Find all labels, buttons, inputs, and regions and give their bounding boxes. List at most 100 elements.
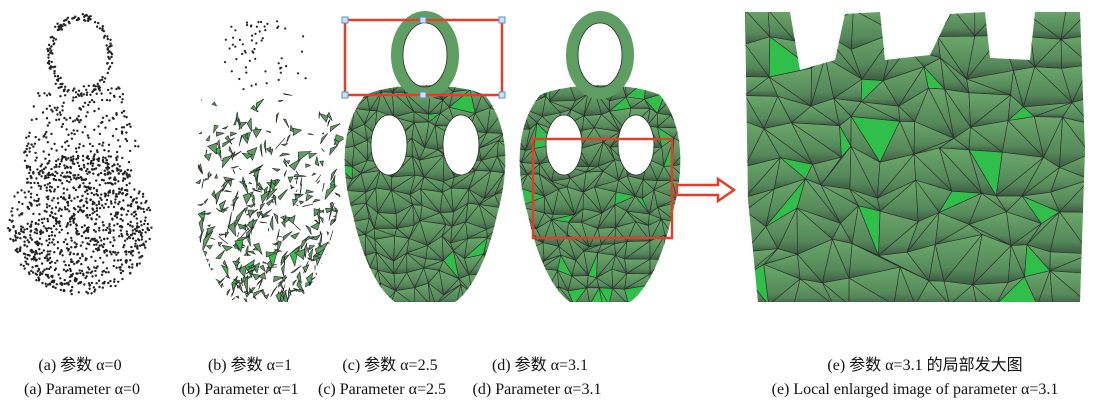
point [46, 186, 48, 188]
point [72, 120, 74, 122]
point [13, 195, 15, 197]
point [91, 192, 93, 194]
point [53, 243, 55, 245]
mesh-triangle [199, 132, 202, 133]
point [89, 284, 91, 286]
point [130, 196, 132, 198]
point [109, 280, 111, 282]
caption-en: (d) Parameter α=3.1 [473, 381, 602, 398]
point [59, 83, 61, 85]
point [30, 223, 32, 225]
point [95, 218, 97, 220]
point [224, 61, 226, 63]
mesh-triangle [287, 294, 289, 302]
mesh-triangle [510, 253, 530, 271]
mesh-triangle [795, 10, 822, 41]
point [29, 234, 31, 236]
point [121, 157, 123, 159]
point [121, 278, 123, 280]
point [70, 156, 72, 158]
point [64, 279, 66, 281]
point [82, 145, 84, 147]
point [234, 46, 236, 48]
point [121, 235, 123, 237]
mesh-triangle [245, 208, 248, 213]
point [79, 209, 81, 211]
mesh-triangle [307, 248, 309, 253]
point [126, 234, 128, 236]
point [77, 174, 79, 176]
point [82, 241, 84, 243]
point [69, 176, 71, 178]
point [76, 130, 78, 132]
point [136, 246, 138, 248]
point [33, 199, 35, 201]
mesh-triangle [216, 190, 222, 205]
point [93, 211, 95, 213]
point [67, 145, 69, 147]
point [139, 262, 141, 264]
point [35, 136, 37, 138]
point [116, 223, 118, 225]
mesh-triangle [484, 254, 503, 274]
point [118, 266, 120, 268]
point [302, 35, 304, 37]
point [114, 182, 116, 184]
point [58, 118, 60, 120]
point [86, 14, 88, 16]
point [47, 176, 49, 178]
point [93, 129, 95, 131]
point [254, 33, 256, 35]
point [47, 183, 49, 185]
point [93, 187, 95, 189]
mesh-triangle [671, 94, 690, 116]
point [251, 39, 253, 41]
mesh-triangle [232, 292, 234, 297]
mesh-triangle [239, 168, 241, 170]
point [23, 241, 25, 243]
point [83, 231, 85, 233]
mesh-triangle [306, 194, 313, 201]
point [51, 234, 53, 236]
point [26, 178, 28, 180]
mesh-triangle [293, 128, 301, 135]
caption-en: (c) Parameter α=2.5 [318, 381, 446, 398]
mesh-triangle [679, 128, 690, 147]
point [70, 246, 72, 248]
point [138, 206, 140, 208]
point [136, 264, 138, 266]
mesh-triangle [234, 118, 237, 125]
point [57, 158, 59, 160]
mesh-triangle [296, 190, 297, 192]
point [73, 207, 75, 209]
point [88, 171, 90, 173]
point [44, 257, 46, 259]
point [48, 44, 50, 46]
point [103, 243, 105, 245]
point [19, 237, 21, 239]
point [64, 149, 66, 151]
mesh-triangle [294, 174, 306, 176]
mesh-triangle [197, 239, 199, 245]
point [104, 192, 106, 194]
point [70, 167, 72, 169]
point [47, 173, 49, 175]
mesh-triangle [326, 254, 330, 258]
point [53, 70, 55, 72]
point [102, 229, 104, 231]
point [46, 206, 48, 208]
point [41, 282, 43, 284]
mesh-triangle [510, 91, 521, 111]
mesh-triangle [497, 223, 515, 245]
point [99, 257, 101, 259]
point [91, 282, 93, 284]
point [55, 109, 57, 111]
point [77, 260, 79, 262]
point [43, 269, 45, 271]
point [91, 91, 93, 93]
mesh-triangle [284, 94, 293, 96]
point [84, 126, 86, 128]
point [84, 20, 86, 22]
point [97, 160, 99, 162]
mesh-triangle [659, 80, 671, 93]
